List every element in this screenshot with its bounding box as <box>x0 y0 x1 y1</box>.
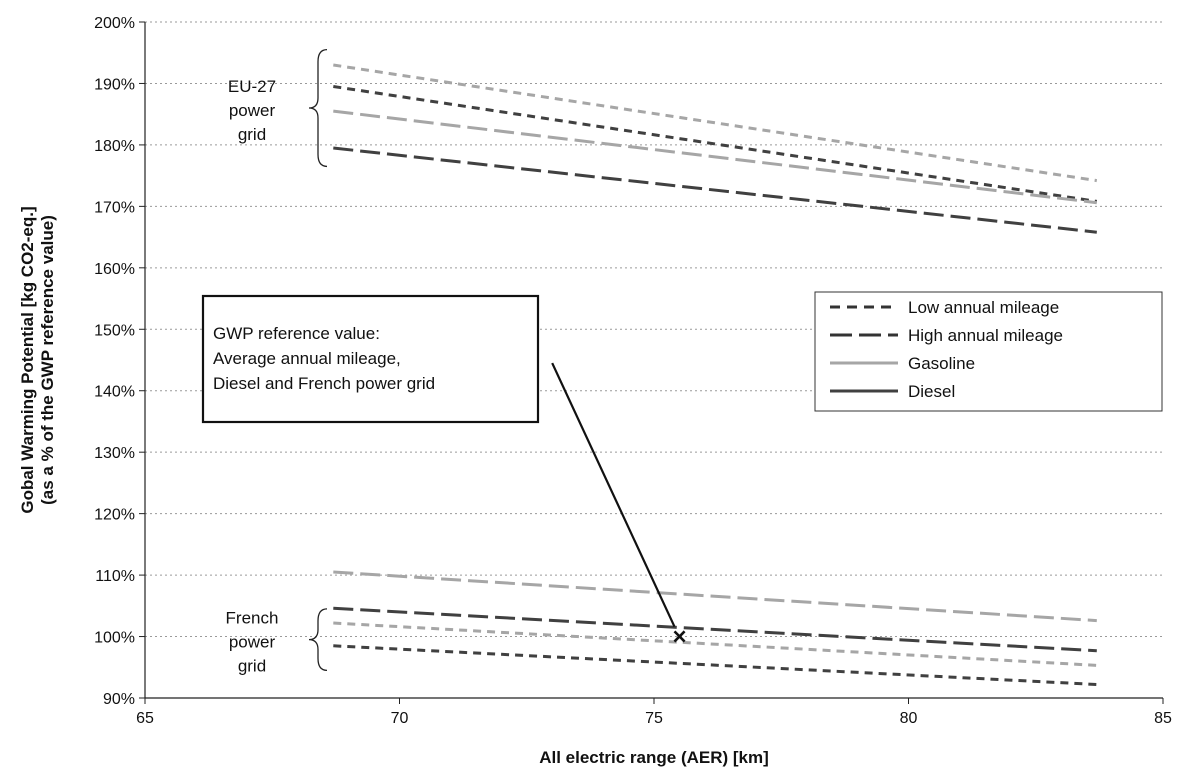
y-axis-title-line: Gobal Warming Potential [kg CO2-eq.] <box>18 206 37 513</box>
y-tick-label: 200% <box>94 15 135 32</box>
eu-27-brace <box>308 49 328 168</box>
reference-value-text: GWP reference value: <box>213 324 380 343</box>
series-line-french-diesel-high <box>333 606 1097 653</box>
french-grid-label: power <box>229 633 276 652</box>
y-tick-label: 120% <box>94 507 135 524</box>
y-axis-title-line: (as a % of the GWP reference value) <box>38 215 57 505</box>
x-axis-title: All electric range (AER) [km] <box>539 748 769 767</box>
x-tick-label: 80 <box>900 710 918 727</box>
reference-pointer-line <box>551 362 676 628</box>
y-tick-label: 110% <box>95 568 135 585</box>
y-axis-title: Gobal Warming Potential [kg CO2-eq.](as … <box>18 206 57 513</box>
legend-label: Low annual mileage <box>908 298 1059 317</box>
y-tick-label: 90% <box>103 691 135 708</box>
legend-label: High annual mileage <box>908 326 1063 345</box>
x-tick-label: 75 <box>645 710 663 727</box>
series-line-french-gasoline-high <box>333 570 1097 623</box>
y-tick-label: 100% <box>94 630 135 647</box>
y-tick-label: 140% <box>94 384 135 401</box>
y-tick-label: 190% <box>94 76 135 93</box>
x-tick-label: 85 <box>1154 710 1172 727</box>
eu-27-grid-label: EU-27 <box>228 77 276 96</box>
legend-label: Diesel <box>908 382 955 401</box>
french-grid-label: French <box>226 609 279 628</box>
reference-value-box <box>201 294 540 424</box>
series-line-eu27-diesel-low <box>333 85 1098 203</box>
series-line-french-gasoline-low <box>333 621 1097 667</box>
y-tick-label: 170% <box>94 199 135 216</box>
series-line-eu27-gasoline-high <box>333 109 1097 205</box>
eu-27-grid-label: power <box>229 101 276 120</box>
series-line-eu27-diesel-high <box>333 146 1097 234</box>
y-tick-label: 150% <box>94 322 135 339</box>
reference-point-marker: × <box>672 624 686 651</box>
y-tick-label: 160% <box>94 261 135 278</box>
french-grid-label: grid <box>238 657 266 676</box>
legend-label: Gasoline <box>908 354 975 373</box>
reference-value-text: Average annual mileage, <box>213 349 401 368</box>
series-line-eu27-gasoline-low <box>333 63 1098 183</box>
series-line-french-diesel-low <box>333 644 1097 686</box>
y-tick-label: 130% <box>94 445 135 462</box>
reference-value-text: Diesel and French power grid <box>213 374 435 393</box>
french-brace <box>308 608 328 671</box>
y-tick-label: 180% <box>94 138 135 155</box>
eu-27-grid-label: grid <box>238 125 266 144</box>
x-tick-label: 70 <box>391 710 409 727</box>
x-tick-label: 65 <box>136 710 154 727</box>
